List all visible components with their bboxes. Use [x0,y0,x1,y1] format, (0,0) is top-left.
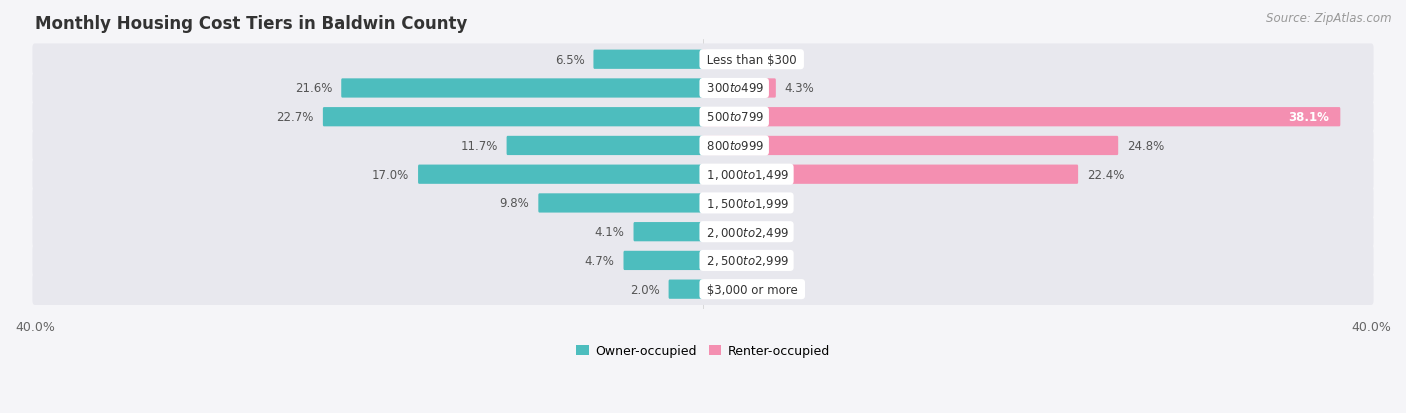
Text: Source: ZipAtlas.com: Source: ZipAtlas.com [1267,12,1392,25]
FancyBboxPatch shape [669,280,704,299]
Text: 0.0%: 0.0% [713,283,742,296]
FancyBboxPatch shape [32,131,1374,162]
FancyBboxPatch shape [634,223,704,242]
FancyBboxPatch shape [593,50,704,70]
Text: $1,500 to $1,999: $1,500 to $1,999 [703,197,790,211]
Text: $2,500 to $2,999: $2,500 to $2,999 [703,254,790,268]
FancyBboxPatch shape [702,108,1340,127]
FancyBboxPatch shape [702,50,707,70]
FancyBboxPatch shape [32,159,1374,190]
Text: $2,000 to $2,499: $2,000 to $2,499 [703,225,790,239]
FancyBboxPatch shape [32,216,1374,248]
FancyBboxPatch shape [32,44,1374,76]
FancyBboxPatch shape [538,194,704,213]
Text: 17.0%: 17.0% [371,168,409,181]
Text: 22.7%: 22.7% [277,111,314,124]
Text: 38.1%: 38.1% [1288,111,1329,124]
Legend: Owner-occupied, Renter-occupied: Owner-occupied, Renter-occupied [571,339,835,363]
FancyBboxPatch shape [32,188,1374,219]
FancyBboxPatch shape [418,165,704,184]
Text: $500 to $799: $500 to $799 [703,111,765,124]
FancyBboxPatch shape [342,79,704,98]
FancyBboxPatch shape [32,73,1374,104]
Text: 4.3%: 4.3% [785,82,814,95]
Text: 4.1%: 4.1% [595,225,624,239]
Text: $1,000 to $1,499: $1,000 to $1,499 [703,168,790,182]
FancyBboxPatch shape [32,102,1374,133]
Text: Less than $300: Less than $300 [703,54,800,66]
FancyBboxPatch shape [506,136,704,156]
FancyBboxPatch shape [623,251,704,271]
Text: 21.6%: 21.6% [295,82,332,95]
Text: 1.0%: 1.0% [730,225,759,239]
FancyBboxPatch shape [702,223,721,242]
Text: 0.0%: 0.0% [713,254,742,267]
FancyBboxPatch shape [702,165,1078,184]
Text: 4.7%: 4.7% [585,254,614,267]
Text: $300 to $499: $300 to $499 [703,82,765,95]
Text: Monthly Housing Cost Tiers in Baldwin County: Monthly Housing Cost Tiers in Baldwin Co… [35,15,467,33]
FancyBboxPatch shape [32,245,1374,277]
Text: $3,000 or more: $3,000 or more [703,283,801,296]
Text: 11.7%: 11.7% [460,140,498,152]
Text: $800 to $999: $800 to $999 [703,140,765,152]
Text: 2.4%: 2.4% [754,197,783,210]
Text: 0.17%: 0.17% [716,54,754,66]
FancyBboxPatch shape [702,79,776,98]
Text: 2.0%: 2.0% [630,283,659,296]
FancyBboxPatch shape [32,274,1374,305]
FancyBboxPatch shape [323,108,704,127]
Text: 9.8%: 9.8% [499,197,529,210]
FancyBboxPatch shape [702,136,1118,156]
Text: 22.4%: 22.4% [1087,168,1125,181]
Text: 6.5%: 6.5% [555,54,585,66]
Text: 24.8%: 24.8% [1128,140,1164,152]
FancyBboxPatch shape [702,194,744,213]
